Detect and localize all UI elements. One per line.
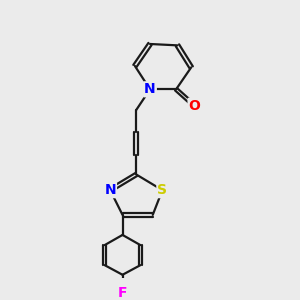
Text: F: F xyxy=(118,286,127,300)
Text: N: N xyxy=(104,183,116,197)
Text: O: O xyxy=(189,99,200,113)
Text: S: S xyxy=(158,183,167,197)
Text: N: N xyxy=(144,82,156,96)
